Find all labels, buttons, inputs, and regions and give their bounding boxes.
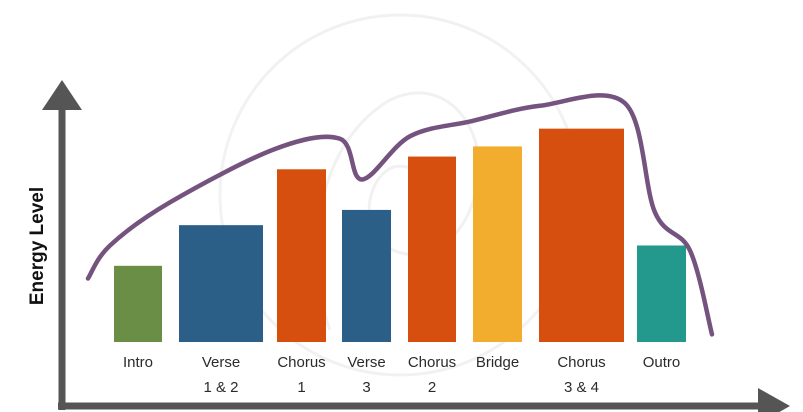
x-axis-arrow [758,388,790,412]
bar-intro [114,265,162,342]
energy-curve [85,93,715,337]
category-label: 2 [428,379,436,396]
category-label: Verse [347,354,385,371]
category-label: 3 [362,379,370,396]
bar-verse-1-2 [179,225,263,342]
category-label: Chorus [557,354,605,371]
category-label: 1 [297,379,305,396]
y-axis-label: Energy Level [27,187,48,305]
bar-verse-3 [342,209,391,342]
watermark-logo [218,13,582,377]
category-label: Verse [202,354,240,371]
category-label: 3 & 4 [564,379,599,396]
bar-chorus-1 [277,169,326,342]
category-label: 1 & 2 [203,379,238,396]
category-label: Intro [123,354,153,371]
category-label: Bridge [476,354,519,371]
category-label: Chorus [408,354,456,371]
bar-chorus-2 [408,156,456,342]
category-label: Chorus [277,354,325,371]
bar-chorus-3-4 [539,128,624,342]
category-label: Outro [643,354,681,371]
bar-bridge [473,146,522,342]
y-axis-arrow [42,80,82,110]
bar-outro [637,245,686,342]
